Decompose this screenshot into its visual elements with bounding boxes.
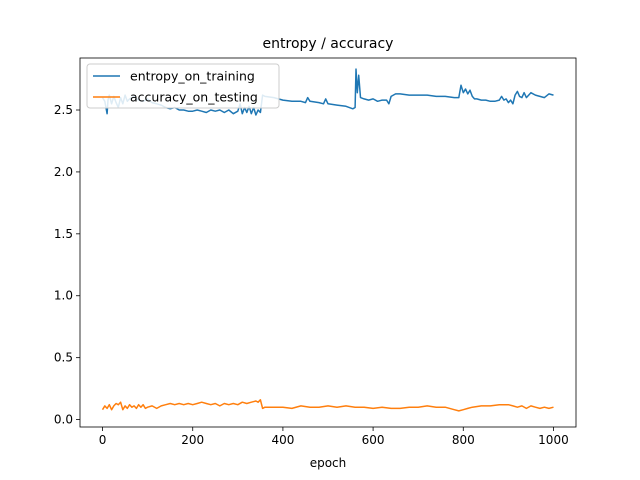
x-tick-label: 600 bbox=[362, 433, 385, 447]
x-tick-label: 400 bbox=[271, 433, 294, 447]
legend-box bbox=[86, 63, 280, 109]
plot-frame bbox=[79, 57, 577, 428]
x-tick-label: 1000 bbox=[538, 433, 569, 447]
legend-label-entropy_on_training: entropy_on_training bbox=[130, 69, 255, 84]
y-tick-label: 2.0 bbox=[54, 165, 73, 179]
x-tick-label: 800 bbox=[452, 433, 475, 447]
y-tick-label: 0.5 bbox=[54, 351, 73, 365]
x-tick-label: 0 bbox=[99, 433, 107, 447]
y-axis: 0.0 0.5 1.0 1.5 2.0 2.5 bbox=[54, 103, 80, 427]
y-tick-label: 2.5 bbox=[54, 103, 73, 117]
chart-title: entropy / accuracy bbox=[263, 36, 394, 52]
x-tick-label: 200 bbox=[181, 433, 204, 447]
y-tick-label: 1.0 bbox=[54, 289, 73, 303]
series-line-accuracy_on_testing bbox=[101, 399, 554, 412]
x-axis-label: epoch bbox=[310, 456, 347, 470]
legend: entropy_on_training accuracy_on_testing bbox=[86, 63, 280, 109]
x-axis: 0 200 400 600 800 1000 bbox=[99, 427, 569, 447]
y-tick-label: 0.0 bbox=[54, 413, 73, 427]
y-tick-label: 1.5 bbox=[54, 227, 73, 241]
legend-label-accuracy_on_testing: accuracy_on_testing bbox=[130, 90, 258, 105]
